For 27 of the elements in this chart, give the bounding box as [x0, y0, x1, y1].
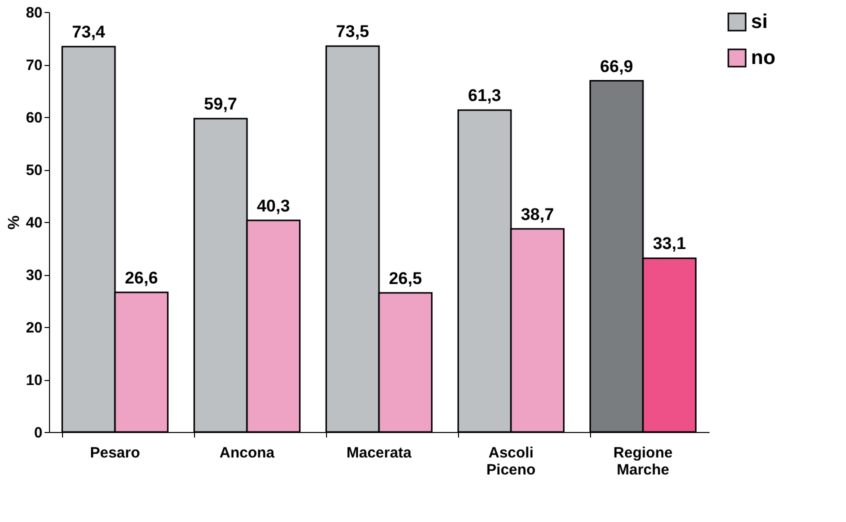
- x-tick-label: Macerata: [346, 444, 412, 462]
- data-label: 33,1: [652, 234, 686, 254]
- data-label: 26,6: [124, 268, 158, 288]
- data-label: 73,5: [336, 22, 370, 42]
- data-label: 66,9: [600, 56, 634, 76]
- x-tick-label: Ascoli Piceno: [486, 444, 536, 478]
- y-tick-label: 10: [26, 372, 42, 389]
- y-tick-label: 0: [34, 424, 42, 442]
- data-label: 40,3: [256, 196, 290, 216]
- y-tick-label: 50: [26, 162, 42, 179]
- data-label: 59,7: [204, 94, 238, 114]
- x-tick-label: Pesaro: [90, 444, 140, 462]
- legend-label: no: [751, 47, 776, 69]
- data-label: 26,5: [388, 268, 422, 288]
- y-tick-label: 80: [26, 4, 42, 22]
- data-label: 38,7: [520, 204, 554, 224]
- y-tick-label: 40: [26, 214, 42, 232]
- x-tick-label: Ancona: [219, 444, 276, 462]
- data-label: 61,3: [468, 86, 502, 106]
- x-tick-label: Regione Marche: [613, 444, 673, 478]
- data-label: 73,4: [72, 22, 106, 42]
- y-tick-label: 60: [26, 110, 42, 126]
- y-axis-title: %: [6, 215, 23, 230]
- y-tick-label: 30: [26, 267, 42, 284]
- y-tick-label: 70: [26, 57, 42, 74]
- y-tick-label: 20: [26, 320, 42, 336]
- legend-label: si: [751, 11, 768, 33]
